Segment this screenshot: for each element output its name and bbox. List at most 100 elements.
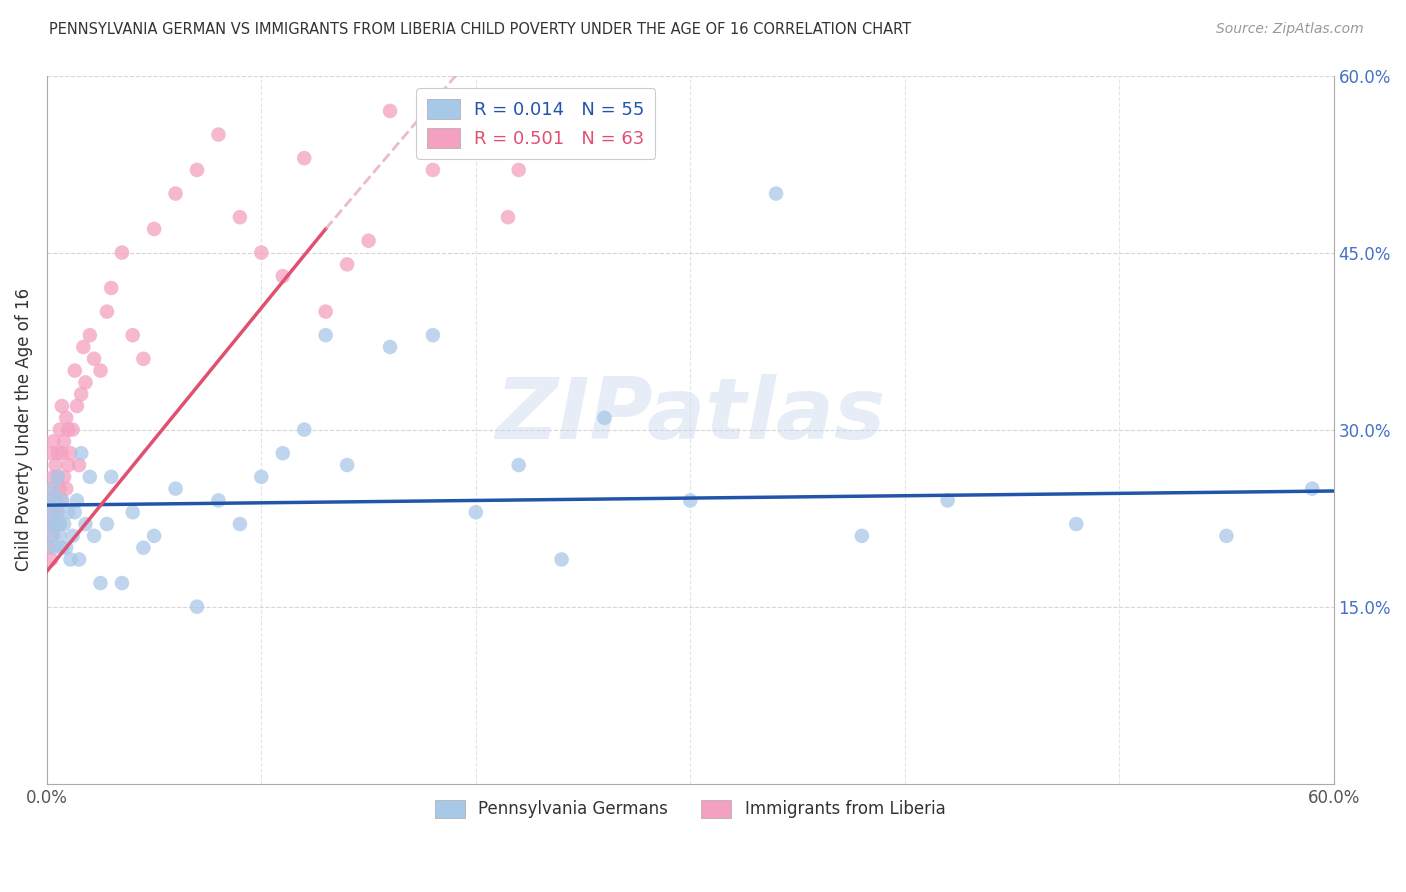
Point — [42, 529, 65, 543]
Point — [38, 541, 60, 555]
Point — [336, 458, 359, 472]
Point — [70, 446, 93, 460]
Point — [42, 541, 65, 555]
Text: Source: ZipAtlas.com: Source: ZipAtlas.com — [1216, 22, 1364, 37]
Point — [58, 505, 80, 519]
Point — [378, 340, 401, 354]
Point — [271, 269, 294, 284]
Point — [96, 304, 118, 318]
Point — [765, 186, 787, 201]
Point — [39, 517, 62, 532]
Point — [38, 493, 60, 508]
Point — [132, 351, 155, 366]
Point — [55, 410, 77, 425]
Point — [62, 529, 84, 543]
Point — [42, 470, 65, 484]
Point — [207, 493, 229, 508]
Point — [936, 493, 959, 508]
Point — [271, 446, 294, 460]
Point — [186, 599, 208, 614]
Point — [49, 529, 72, 543]
Point — [39, 446, 62, 460]
Point — [75, 376, 97, 390]
Point — [378, 103, 401, 118]
Point — [39, 505, 62, 519]
Point — [49, 423, 72, 437]
Point — [53, 470, 76, 484]
Point — [46, 505, 69, 519]
Point — [83, 351, 105, 366]
Point — [44, 517, 66, 532]
Point — [70, 387, 93, 401]
Point — [63, 363, 86, 377]
Point — [51, 399, 73, 413]
Point — [422, 328, 444, 343]
Y-axis label: Child Poverty Under the Age of 16: Child Poverty Under the Age of 16 — [15, 288, 32, 571]
Point — [508, 163, 530, 178]
Point — [292, 423, 315, 437]
Point — [53, 517, 76, 532]
Point — [55, 541, 77, 555]
Point — [100, 470, 122, 484]
Point — [55, 482, 77, 496]
Point — [464, 505, 486, 519]
Point — [59, 552, 82, 566]
Point — [186, 163, 208, 178]
Point — [121, 505, 143, 519]
Point — [1215, 529, 1237, 543]
Point — [42, 434, 65, 449]
Point — [486, 92, 509, 106]
Point — [89, 363, 111, 377]
Point — [422, 163, 444, 178]
Point — [58, 458, 80, 472]
Point — [38, 517, 60, 532]
Point — [66, 493, 89, 508]
Point — [111, 576, 134, 591]
Point — [49, 517, 72, 532]
Point — [62, 423, 84, 437]
Point — [44, 493, 66, 508]
Point — [165, 482, 187, 496]
Point — [46, 505, 69, 519]
Point — [229, 517, 252, 532]
Point — [39, 529, 62, 543]
Point — [508, 458, 530, 472]
Point — [42, 482, 65, 496]
Point — [464, 128, 486, 142]
Point — [121, 328, 143, 343]
Point — [496, 210, 519, 224]
Point — [49, 517, 72, 532]
Point — [83, 529, 105, 543]
Point — [49, 482, 72, 496]
Point — [111, 245, 134, 260]
Point — [46, 470, 69, 484]
Point — [250, 245, 273, 260]
Point — [315, 304, 337, 318]
Point — [229, 210, 252, 224]
Point — [851, 529, 873, 543]
Point — [42, 505, 65, 519]
Legend: Pennsylvania Germans, Immigrants from Liberia: Pennsylvania Germans, Immigrants from Li… — [429, 793, 952, 825]
Point — [38, 493, 60, 508]
Point — [67, 458, 90, 472]
Point — [75, 517, 97, 532]
Point — [58, 423, 80, 437]
Point — [51, 493, 73, 508]
Point — [143, 529, 166, 543]
Point — [593, 410, 616, 425]
Point — [100, 281, 122, 295]
Point — [39, 482, 62, 496]
Point — [165, 186, 187, 201]
Point — [66, 399, 89, 413]
Point — [336, 257, 359, 271]
Point — [51, 493, 73, 508]
Point — [79, 328, 101, 343]
Point — [315, 328, 337, 343]
Point — [250, 470, 273, 484]
Point — [550, 552, 572, 566]
Point — [67, 552, 90, 566]
Point — [132, 541, 155, 555]
Point — [207, 128, 229, 142]
Point — [46, 446, 69, 460]
Point — [59, 446, 82, 460]
